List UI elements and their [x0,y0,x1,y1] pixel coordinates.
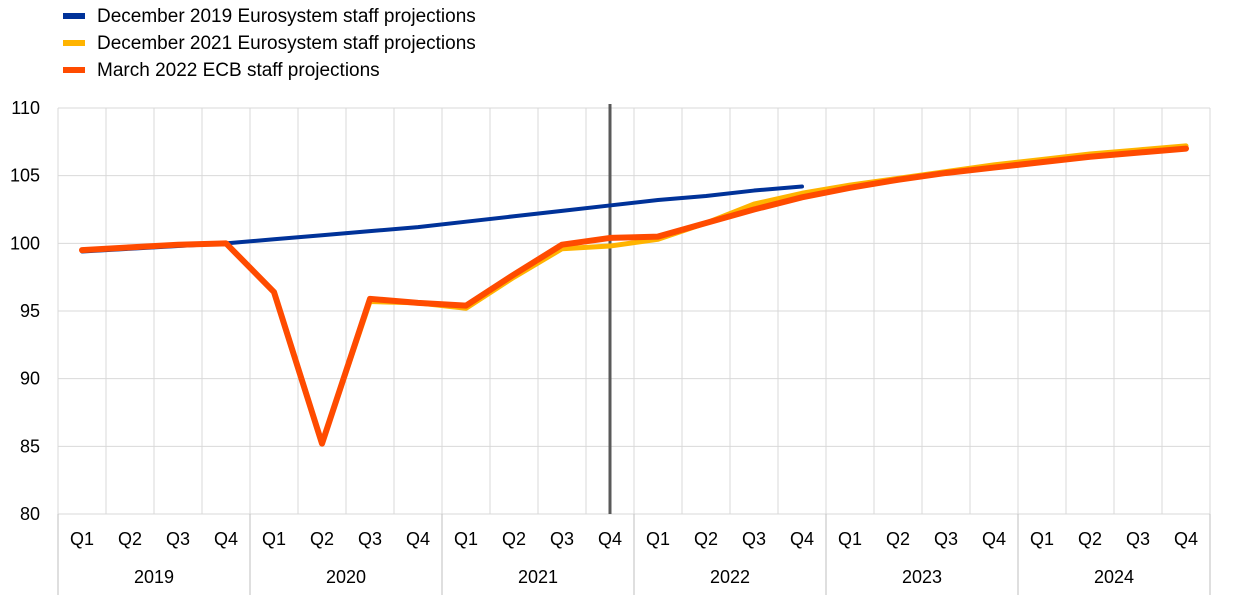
x-tick-label-quarter: Q1 [1030,529,1054,549]
x-tick-label-quarter: Q2 [310,529,334,549]
x-tick-label-quarter: Q4 [982,529,1006,549]
x-tick-label-quarter: Q2 [502,529,526,549]
x-tick-label-quarter: Q1 [646,529,670,549]
x-tick-label-year: 2019 [134,567,174,587]
x-tick-label-quarter: Q3 [358,529,382,549]
y-tick-label: 85 [20,436,40,456]
x-tick-label-quarter: Q4 [1174,529,1198,549]
series-line [79,145,1189,447]
y-tick-label: 105 [10,166,40,186]
x-tick-label-quarter: Q3 [550,529,574,549]
x-tick-label-quarter: Q4 [214,529,238,549]
x-tick-label-year: 2020 [326,567,366,587]
x-tick-label-quarter: Q1 [454,529,478,549]
axes: 80 85 90 95 100 105 110 Q1 Q2 Q3 Q4 Q1 Q2 Q3 Q4 Q1 Q2 Q3 Q… [10,98,1211,595]
x-tick-label-quarter: Q4 [790,529,814,549]
legend-label: December 2019 Eurosystem staff projectio… [97,6,476,27]
y-tick-label: 80 [20,504,40,524]
x-tick-label-quarter: Q1 [838,529,862,549]
x-tick-label-quarter: Q2 [694,529,718,549]
x-tick-label-year: 2022 [710,567,750,587]
x-tick-label-quarter: Q3 [166,529,190,549]
x-tick-label-quarter: Q3 [934,529,958,549]
x-tick-label-quarter: Q1 [70,529,94,549]
legend-label: March 2022 ECB staff projections [97,60,380,81]
x-tick-label-year: 2024 [1094,567,1134,587]
legend: December 2019 Eurosystem staff projectio… [63,6,476,81]
x-tick-label-quarter: Q4 [598,529,622,549]
series-lines [79,143,1189,447]
y-tick-label: 100 [10,233,40,253]
grid [57,107,1211,515]
legend-label: December 2021 Eurosystem staff projectio… [97,33,476,54]
x-tick-label-quarter: Q2 [886,529,910,549]
x-tick-label-quarter: Q4 [406,529,430,549]
x-tick-label-quarter: Q3 [1126,529,1150,549]
x-tick-label-year: 2021 [518,567,558,587]
x-tick-label-year: 2023 [902,567,942,587]
x-tick-label-quarter: Q3 [742,529,766,549]
x-tick-label-quarter: Q1 [262,529,286,549]
y-tick-label: 95 [20,301,40,321]
x-tick-label-quarter: Q2 [118,529,142,549]
y-tick-label: 110 [11,98,40,118]
x-tick-label-quarter: Q2 [1078,529,1102,549]
y-tick-label: 90 [20,369,40,389]
